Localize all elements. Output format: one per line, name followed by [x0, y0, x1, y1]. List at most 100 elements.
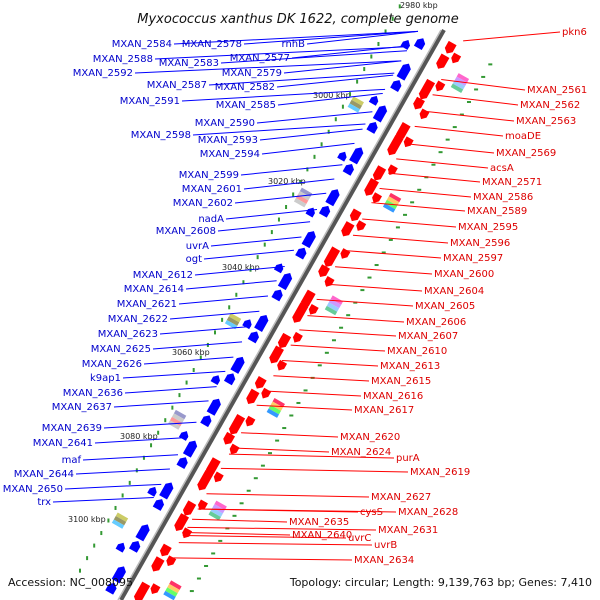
gene-label-right[interactable]: MXAN_2628: [398, 507, 458, 518]
gene-label-left[interactable]: MXAN_2585: [216, 100, 276, 111]
gene-label-left[interactable]: MXAN_2578: [182, 39, 242, 50]
gene-label-left[interactable]: MXAN_2594: [200, 149, 260, 160]
gene-label-right[interactable]: MXAN_2607: [398, 331, 458, 342]
gene-label-right[interactable]: pkn6: [562, 27, 587, 38]
genome-backbone: [119, 29, 446, 600]
gc-skew-mark: [242, 280, 245, 285]
gene-label-right[interactable]: MXAN_2640: [292, 530, 352, 541]
gene-label-left[interactable]: MXAN_2577: [230, 53, 290, 64]
gene-label-left[interactable]: MXAN_2614: [124, 284, 184, 295]
gene-label-right[interactable]: MXAN_2634: [354, 555, 414, 566]
gene-label-left[interactable]: MXAN_2579: [222, 68, 282, 79]
callout-line: [404, 143, 495, 154]
gene-feature: [436, 53, 450, 69]
gene-label-left[interactable]: MXAN_2636: [63, 388, 123, 399]
gene-label-right[interactable]: MXAN_2620: [340, 432, 400, 443]
gene-label-left[interactable]: rnhB: [282, 39, 306, 50]
gc-skew-mark: [263, 242, 266, 247]
gc-skew-mark: [268, 452, 273, 455]
gene-label-right[interactable]: MXAN_2605: [415, 301, 475, 312]
gene-label-left[interactable]: MXAN_2584: [112, 39, 172, 50]
gc-skew-mark: [306, 167, 309, 172]
gene-label-left[interactable]: MXAN_2641: [33, 438, 93, 449]
gene-label-left[interactable]: MXAN_2591: [120, 96, 180, 107]
gene-feature: [147, 486, 157, 497]
gene-label-right[interactable]: MXAN_2615: [371, 376, 431, 387]
gene-label-right[interactable]: MXAN_2561: [527, 85, 587, 96]
gene-label-right[interactable]: MXAN_2595: [458, 222, 518, 233]
gene-label-left[interactable]: MXAN_2650: [3, 484, 63, 495]
gene-label-right[interactable]: MXAN_2619: [410, 467, 470, 478]
gene-label-left[interactable]: MXAN_2623: [98, 329, 158, 340]
gene-label-left[interactable]: ogt: [186, 254, 202, 265]
gene-label-left[interactable]: MXAN_2593: [198, 135, 258, 146]
gene-label-left[interactable]: MXAN_2626: [82, 359, 142, 370]
gene-label-left[interactable]: MXAN_2621: [117, 299, 177, 310]
gene-feature: [133, 581, 151, 600]
gene-label-right[interactable]: purA: [396, 453, 420, 464]
gene-label-left[interactable]: k9ap1: [90, 373, 121, 384]
gene-label-left[interactable]: MXAN_2625: [91, 344, 151, 355]
gene-label-right[interactable]: MXAN_2569: [496, 148, 556, 159]
gene-label-right[interactable]: MXAN_2627: [371, 492, 431, 503]
gene-label-left[interactable]: MXAN_2592: [73, 68, 133, 79]
callout-line: [143, 356, 234, 365]
gene-label-right[interactable]: MXAN_2600: [434, 269, 494, 280]
gene-label-left[interactable]: nadA: [198, 214, 224, 225]
gene-label-right[interactable]: MXAN_2597: [443, 253, 503, 264]
callout-line: [75, 468, 170, 475]
gene-label-left[interactable]: MXAN_2590: [195, 118, 255, 129]
gene-label-left[interactable]: MXAN_2599: [179, 170, 239, 181]
gene-label-left[interactable]: MXAN_2602: [173, 198, 233, 209]
gene-label-right[interactable]: cysS: [360, 507, 383, 518]
gene-feature: [115, 542, 126, 553]
gene-label-left[interactable]: MXAN_2637: [52, 402, 112, 413]
gene-label-right[interactable]: MXAN_2604: [424, 286, 484, 297]
gene-feature: [135, 524, 150, 542]
gc-skew-mark: [431, 163, 436, 166]
gene-label-right[interactable]: uvrC: [348, 533, 371, 544]
gene-label-left[interactable]: MXAN_2583: [159, 58, 219, 69]
gene-feature: [277, 359, 288, 371]
gene-label-right[interactable]: MXAN_2563: [516, 116, 576, 127]
gene-label-left[interactable]: MXAN_2639: [42, 423, 102, 434]
gene-label-left[interactable]: MXAN_2598: [131, 130, 191, 141]
gene-label-right[interactable]: uvrB: [374, 540, 397, 551]
gene-label-left[interactable]: MXAN_2612: [133, 270, 193, 281]
gene-feature: [295, 247, 307, 260]
gene-label-right[interactable]: MXAN_2610: [387, 346, 447, 357]
gc-skew-mark: [235, 292, 238, 297]
gene-label-left[interactable]: trx: [37, 497, 51, 508]
gene-label-right[interactable]: moaDE: [505, 131, 541, 142]
gene-label-right[interactable]: MXAN_2596: [450, 238, 510, 249]
gene-label-right[interactable]: MXAN_2635: [289, 517, 349, 528]
gc-skew-mark: [481, 75, 486, 78]
gene-label-right[interactable]: MXAN_2631: [378, 525, 438, 536]
gene-label-right[interactable]: MXAN_2562: [520, 100, 580, 111]
gene-label-left[interactable]: MXAN_2622: [108, 314, 168, 325]
gene-label-right[interactable]: MXAN_2571: [482, 177, 542, 188]
gene-label-left[interactable]: MXAN_2587: [147, 80, 207, 91]
gene-label-right[interactable]: MXAN_2617: [354, 405, 414, 416]
gene-label-left[interactable]: MXAN_2582: [215, 82, 275, 93]
callout-line: [277, 92, 383, 106]
gene-label-right[interactable]: MXAN_2624: [331, 447, 391, 458]
gene-feature: [273, 263, 284, 274]
gc-skew-mark: [285, 205, 288, 210]
gene-label-right[interactable]: MXAN_2606: [406, 317, 466, 328]
gene-label-right[interactable]: acsA: [490, 163, 514, 174]
gene-label-right[interactable]: MXAN_2613: [380, 361, 440, 372]
gene-label-right[interactable]: MXAN_2616: [363, 391, 423, 402]
gene-label-right[interactable]: MXAN_2589: [467, 206, 527, 217]
gc-skew-mark: [377, 41, 380, 46]
gene-label-left[interactable]: maf: [62, 455, 82, 466]
gene-label-left[interactable]: MXAN_2601: [182, 184, 242, 195]
gene-label-left[interactable]: MXAN_2644: [14, 469, 74, 480]
gene-feature: [301, 231, 316, 249]
gene-label-left[interactable]: MXAN_2608: [156, 226, 216, 237]
gene-label-right[interactable]: MXAN_2586: [473, 192, 533, 203]
tick-label: 3000 kbp: [313, 91, 351, 100]
gene-label-left[interactable]: MXAN_2588: [93, 54, 153, 65]
gene-feature: [356, 220, 367, 231]
gene-label-left[interactable]: uvrA: [186, 241, 209, 252]
